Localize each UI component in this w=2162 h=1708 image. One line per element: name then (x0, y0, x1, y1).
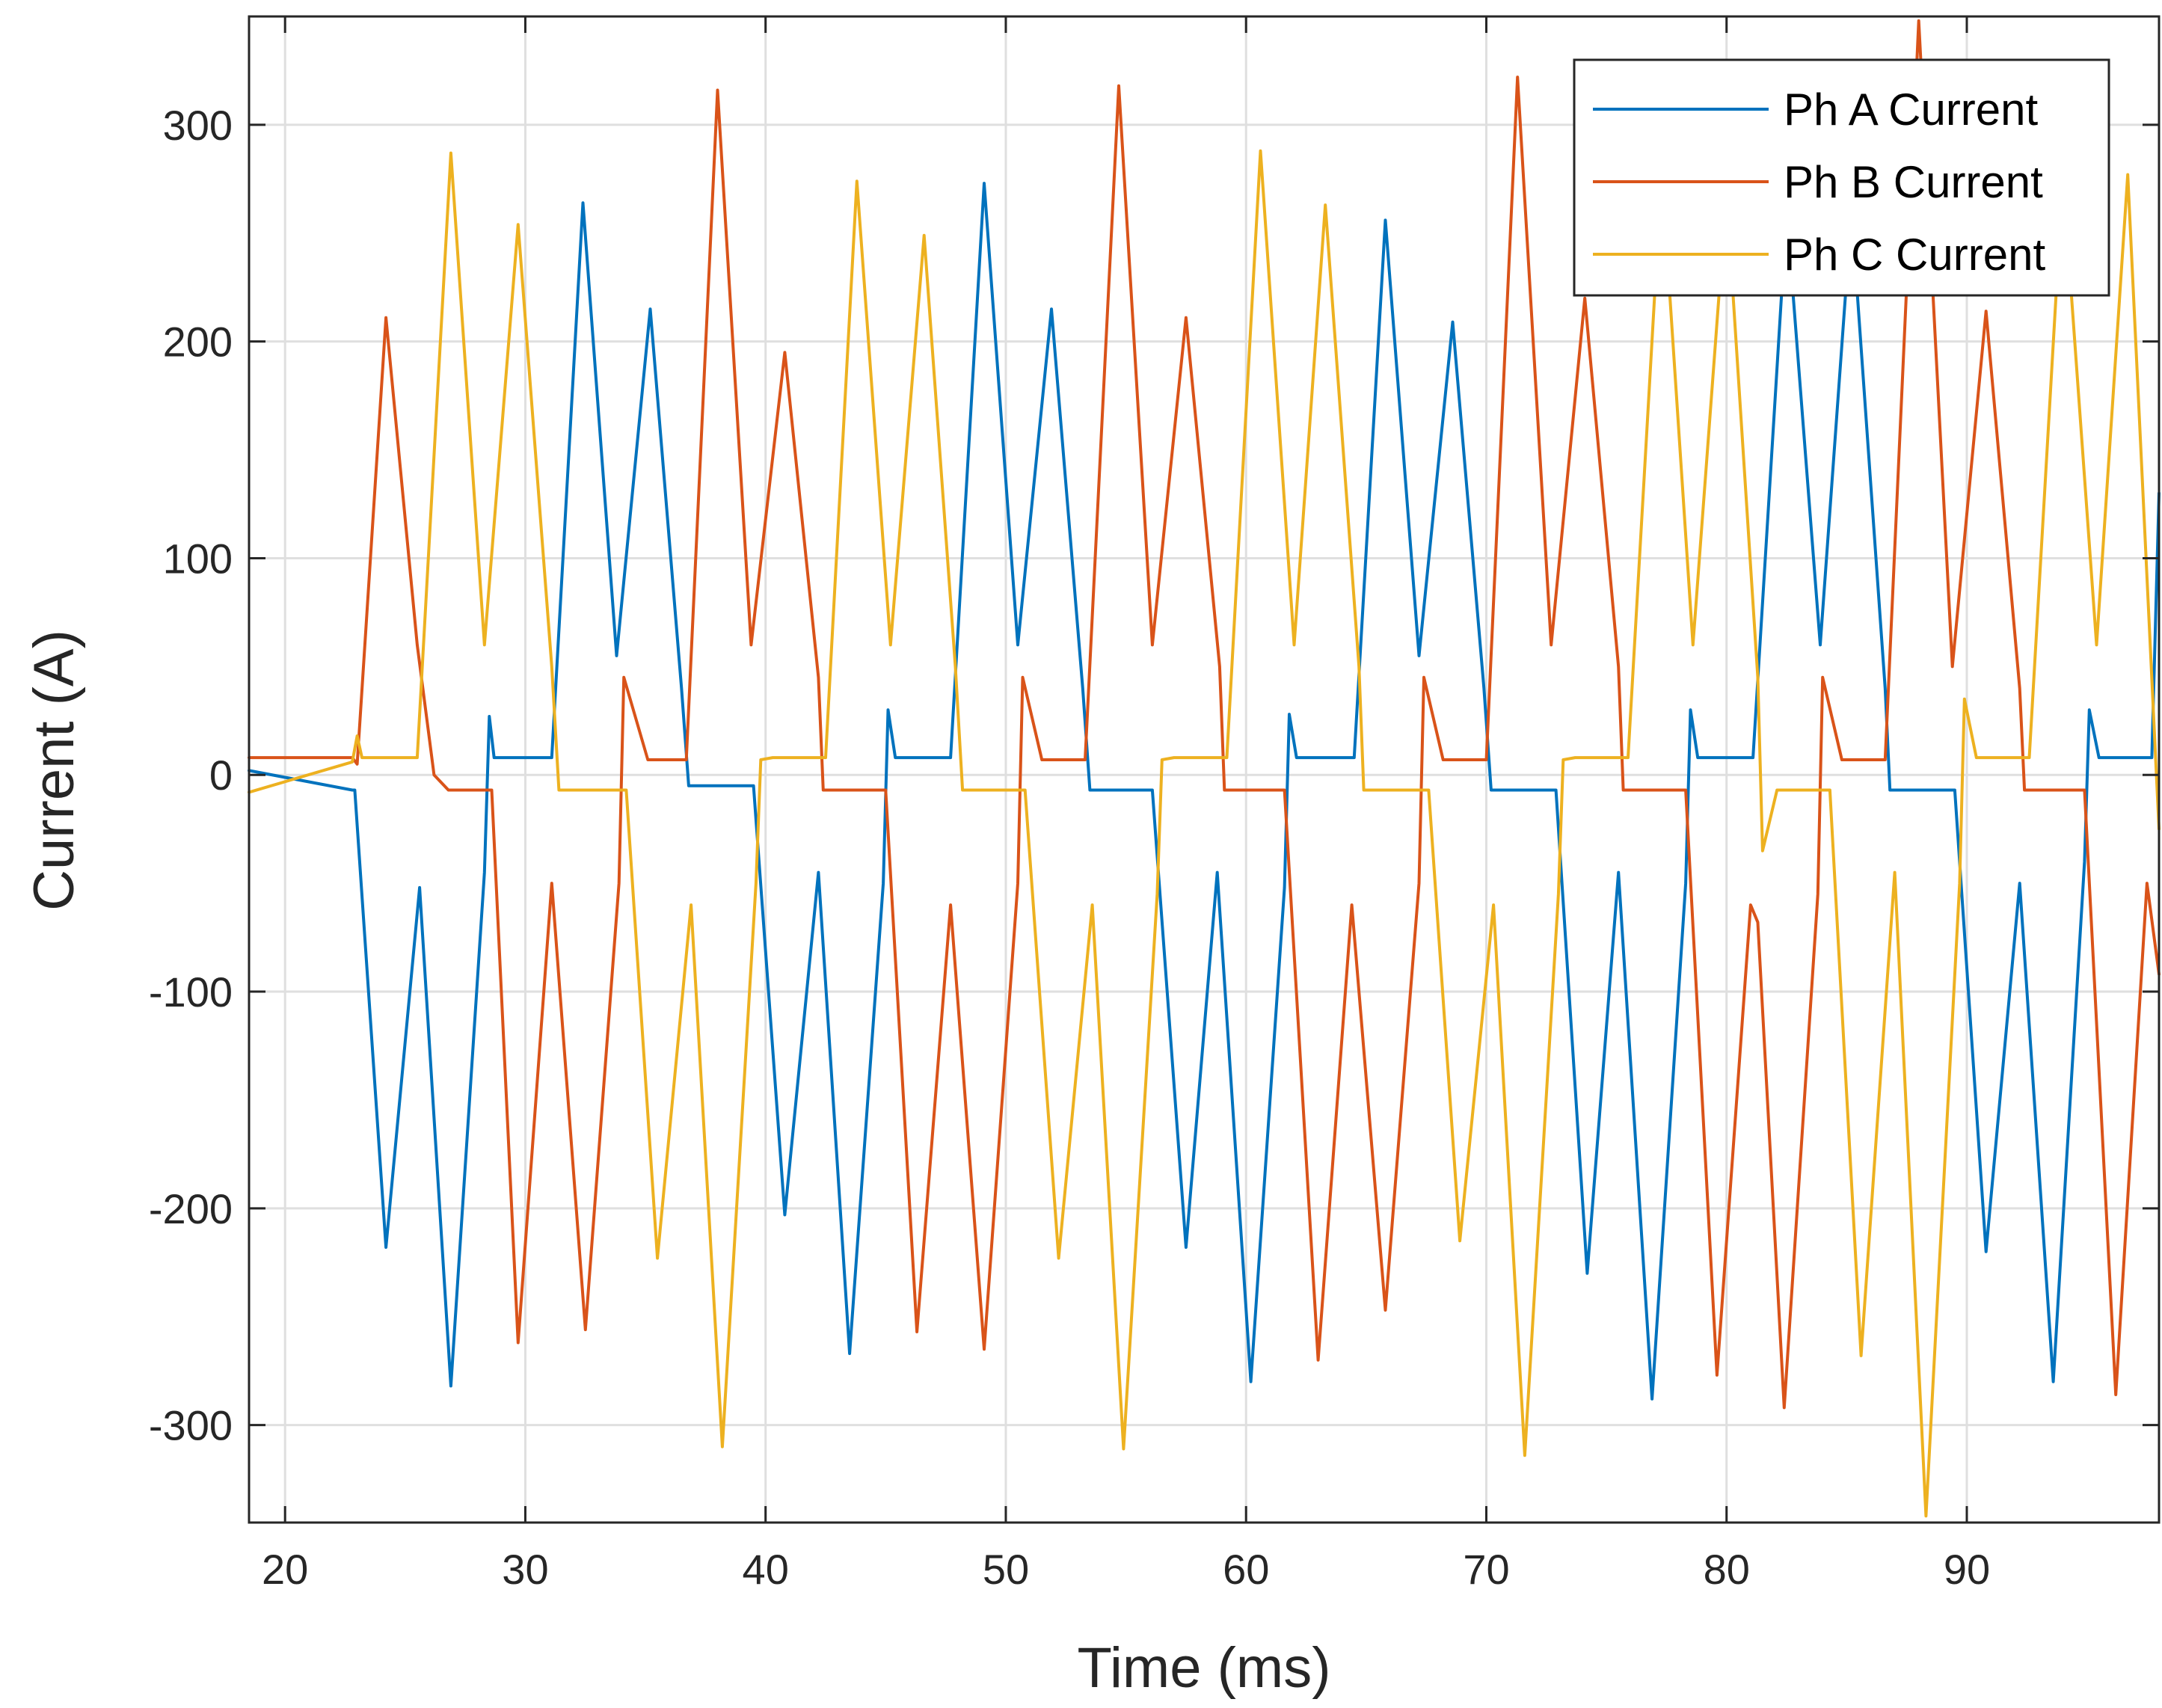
series-ph-a-current (248, 182, 2161, 1401)
y-axis-title: Current (A) (22, 630, 86, 911)
legend-box (1573, 58, 2110, 297)
series-layer (248, 19, 2161, 1518)
legend: Ph A Current Ph B Current Ph C Current (1573, 58, 2110, 297)
y-tick-label: 300 (163, 102, 233, 149)
y-gridlines (249, 123, 2159, 1427)
x-tick-label: 20 (262, 1546, 308, 1593)
x-tick-label: 30 (502, 1546, 548, 1593)
x-tick-label: 70 (1463, 1546, 1509, 1593)
y-axis-ticks: -300 -200 -100 0 100 200 300 (149, 102, 2159, 1449)
x-tick-label: 50 (983, 1546, 1029, 1593)
y-tick-label: 100 (163, 535, 233, 582)
legend-label-ph-a: Ph A Current (1784, 85, 2039, 135)
legend-label-ph-b: Ph B Current (1784, 157, 2043, 207)
series-ph-b-current (248, 19, 2161, 1410)
x-tick-label: 60 (1223, 1546, 1269, 1593)
legend-label-ph-c: Ph C Current (1784, 230, 2045, 280)
y-tick-label: -200 (149, 1185, 233, 1232)
x-tick-label: 80 (1704, 1546, 1750, 1593)
x-tick-label: 40 (743, 1546, 789, 1593)
y-tick-label: 0 (209, 752, 233, 799)
x-axis-title: Time (ms) (1077, 1636, 1330, 1700)
axes-box (248, 15, 2161, 1524)
y-tick-label: -100 (149, 968, 233, 1016)
x-axis-ticks: 20 30 40 50 60 70 80 90 (262, 16, 1990, 1593)
x-tick-label: 90 (1944, 1546, 1990, 1593)
y-tick-label: 200 (163, 319, 233, 366)
y-tick-label: -300 (149, 1402, 233, 1449)
series-ph-c-current (248, 149, 2161, 1518)
